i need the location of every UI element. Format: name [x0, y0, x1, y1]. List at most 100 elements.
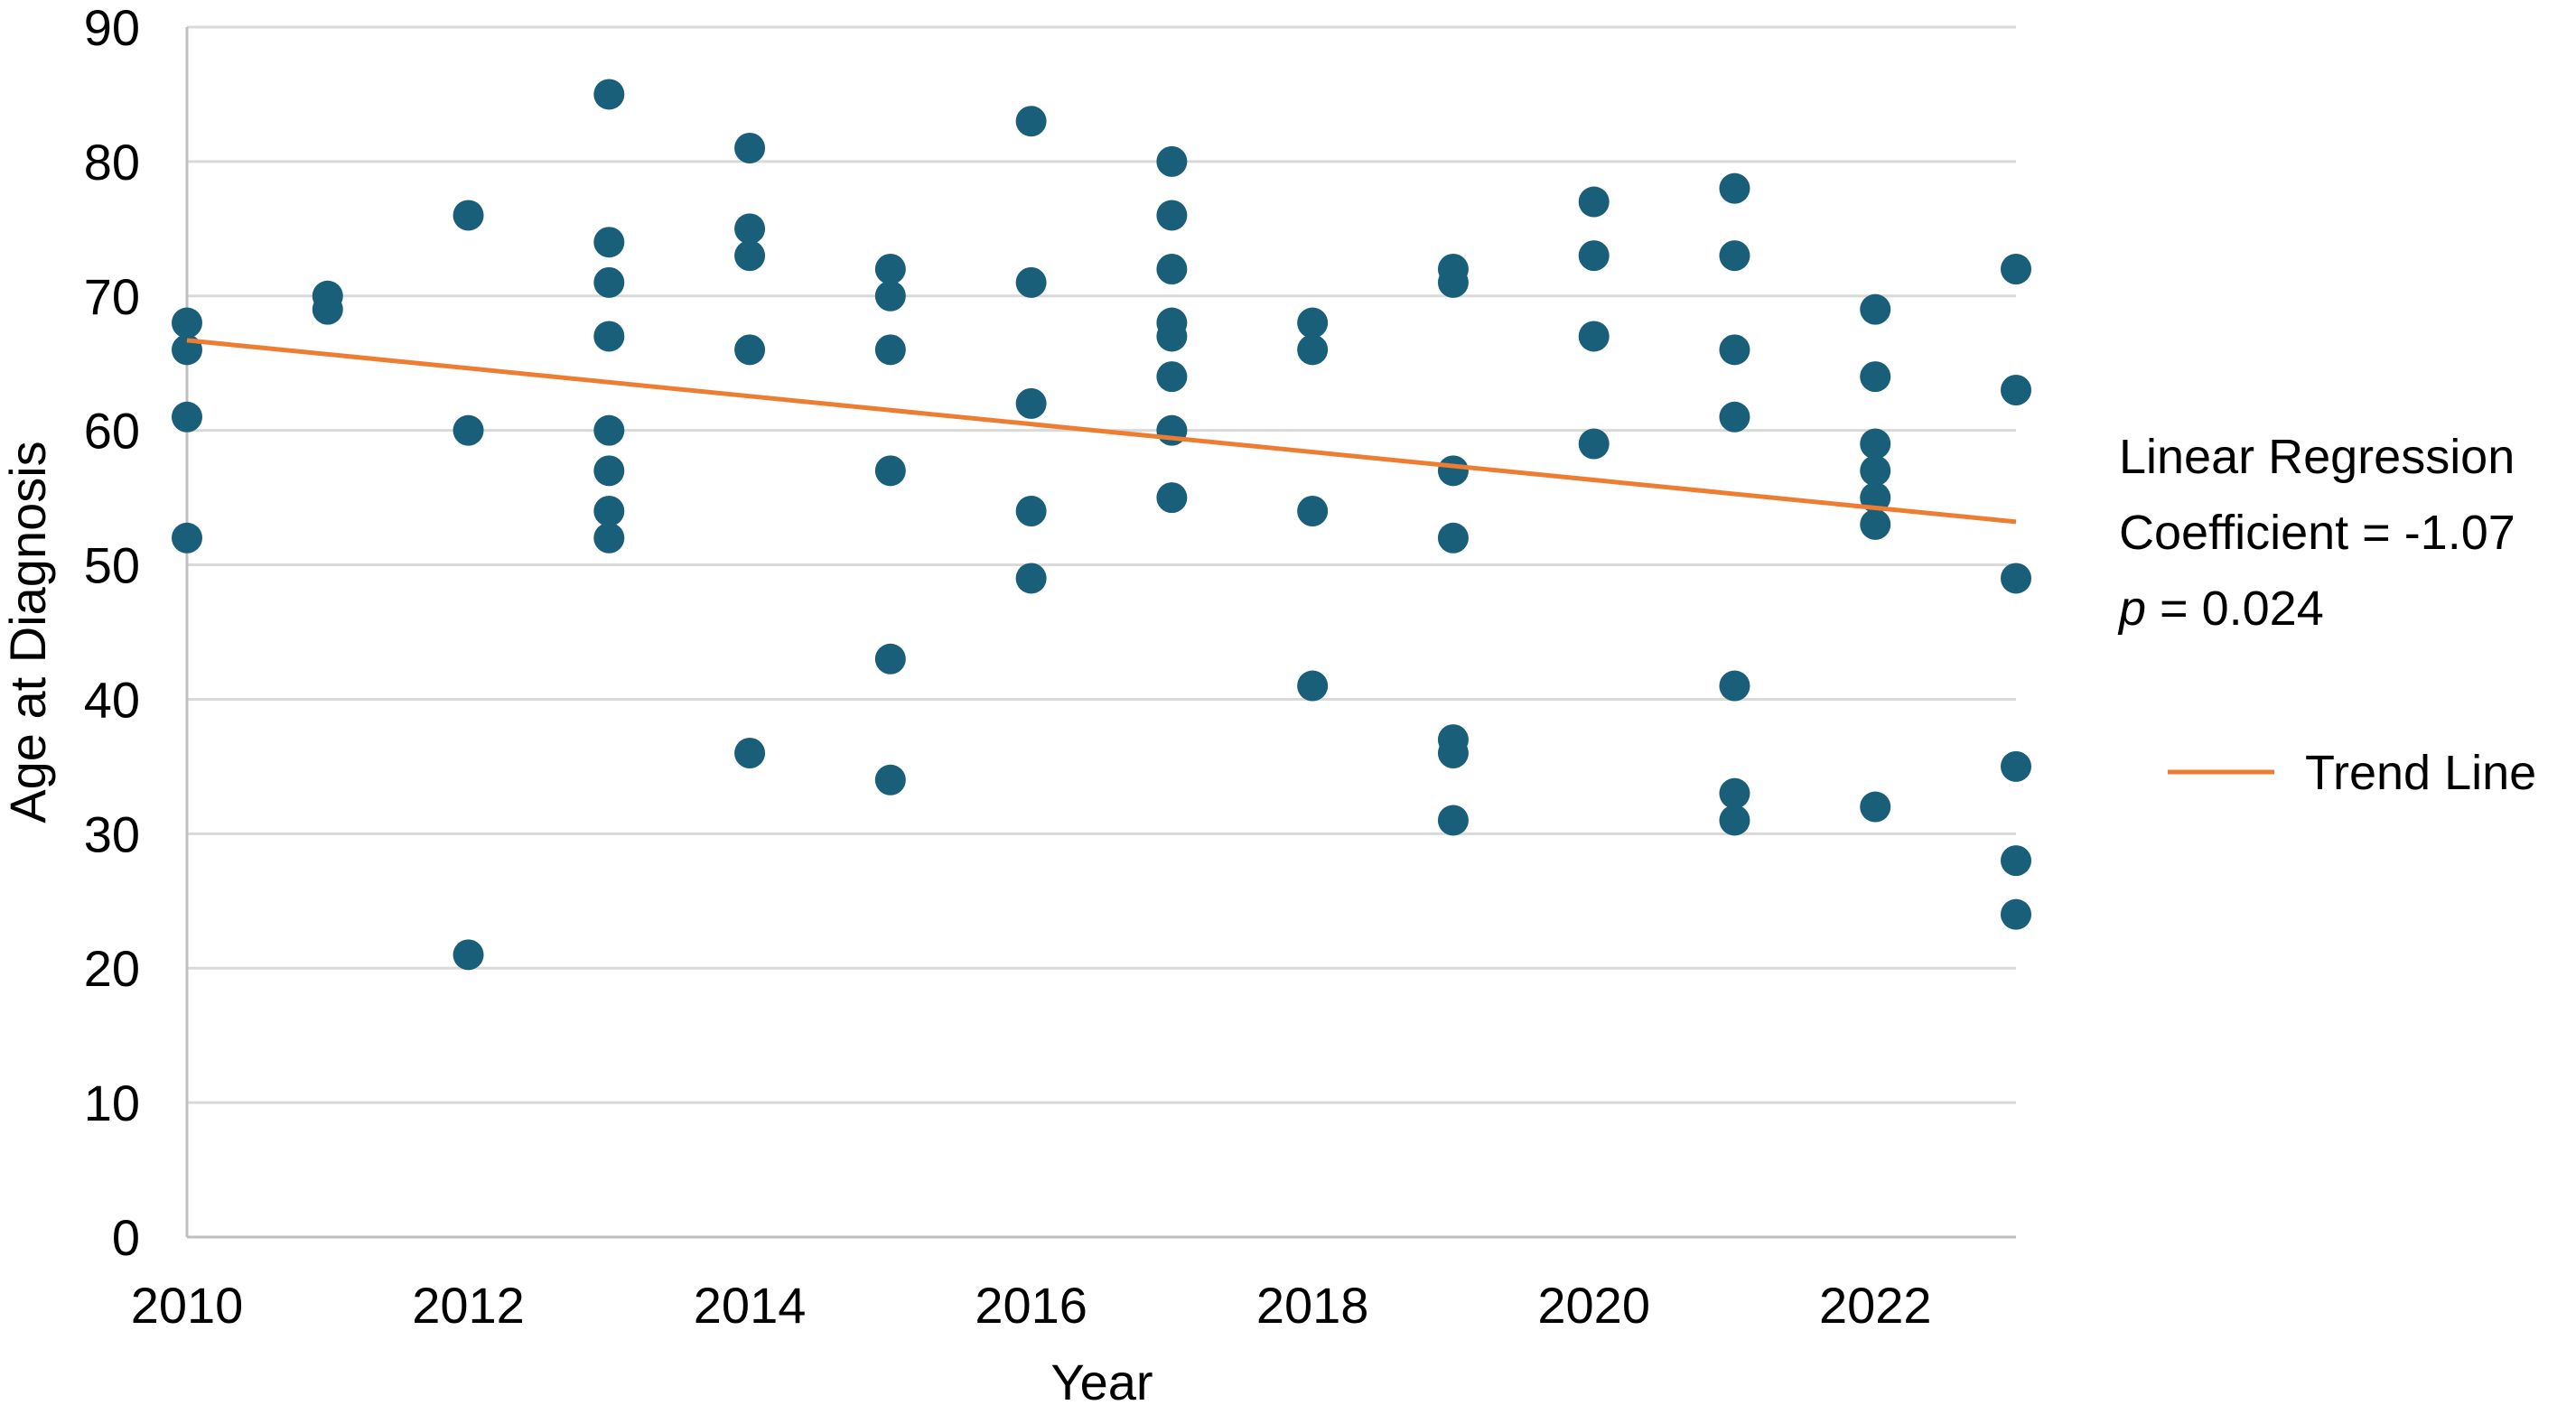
data-point: [1860, 791, 1891, 823]
y-tick-label: 60: [84, 403, 140, 460]
data-point: [593, 321, 625, 352]
data-point: [172, 307, 202, 339]
data-point: [593, 414, 625, 446]
regression-annotation: Linear Regression Coefficient = -1.07 p …: [2117, 430, 2515, 636]
data-point: [1578, 321, 1610, 352]
data-point: [1297, 670, 1329, 702]
data-point: [734, 240, 766, 272]
data-point: [1015, 387, 1047, 419]
data-point: [453, 414, 484, 446]
data-point: [593, 455, 625, 487]
annotation-line-2: Coefficient = -1.07: [2119, 506, 2515, 560]
data-point: [593, 266, 625, 298]
data-point: [734, 133, 766, 163]
data-point: [1015, 496, 1047, 526]
data-point: [172, 401, 202, 433]
data-point: [874, 334, 906, 366]
data-point: [1297, 307, 1329, 339]
data-point: [1156, 200, 1188, 231]
data-point: [1156, 321, 1188, 352]
x-tick-label: 2022: [1819, 1277, 1932, 1334]
data-point: [593, 522, 625, 554]
y-tick-label: 10: [84, 1075, 140, 1131]
data-point: [874, 643, 906, 675]
y-axis-title: Age at Diagnosis: [0, 441, 56, 823]
x-tick-label: 2014: [694, 1277, 807, 1334]
data-point: [1156, 482, 1188, 514]
data-point: [2001, 563, 2031, 594]
legend-trend-label: Trend Line: [2305, 746, 2536, 800]
data-point: [874, 254, 906, 284]
data-point: [874, 280, 906, 312]
data-point: [1719, 334, 1750, 366]
data-point: [1156, 254, 1188, 284]
x-tick-labels: 2010 2012 2014 2016 2018 2020 2022: [131, 1277, 1932, 1334]
x-axis-title: Year: [1050, 1354, 1153, 1405]
p-symbol: p: [2117, 582, 2146, 636]
data-point: [1437, 455, 1469, 487]
y-tick-labels: 0 10 20 30 40 50 60 70 80 90: [84, 0, 140, 1266]
x-tick-label: 2020: [1537, 1277, 1650, 1334]
annotation-line-3: p = 0.024: [2117, 582, 2324, 636]
data-point: [734, 213, 766, 245]
data-point: [1719, 777, 1750, 809]
y-tick-label: 40: [84, 671, 140, 728]
p-value: = 0.024: [2146, 582, 2324, 636]
data-point: [2001, 254, 2031, 284]
data-point: [453, 939, 484, 971]
data-point: [593, 227, 625, 258]
data-point: [593, 79, 625, 110]
data-point: [2001, 750, 2031, 782]
data-point: [1578, 240, 1610, 272]
y-tick-label: 30: [84, 805, 140, 862]
data-point: [312, 293, 343, 325]
data-point: [172, 334, 202, 366]
data-point: [1156, 145, 1188, 177]
data-point: [1437, 266, 1469, 298]
y-tick-label: 20: [84, 940, 140, 997]
data-point: [1719, 805, 1750, 836]
data-point: [1437, 805, 1469, 836]
data-point: [1860, 293, 1891, 325]
data-point: [2001, 375, 2031, 405]
data-point: [1015, 106, 1047, 137]
data-point: [172, 522, 202, 554]
data-point: [1719, 401, 1750, 433]
data-point: [1719, 240, 1750, 272]
data-point: [1860, 508, 1891, 540]
y-tick-label: 70: [84, 268, 140, 325]
data-point: [1719, 172, 1750, 204]
x-tick-label: 2010: [131, 1277, 244, 1334]
legend: Trend Line: [2168, 746, 2536, 800]
y-tick-label: 90: [84, 0, 140, 56]
data-point: [1860, 455, 1891, 487]
data-point: [1437, 738, 1469, 768]
data-point: [1860, 428, 1891, 460]
data-point: [1437, 522, 1469, 554]
data-points: [172, 79, 2031, 971]
data-point: [2001, 845, 2031, 877]
x-tick-label: 2012: [412, 1277, 525, 1334]
data-point: [1015, 563, 1047, 594]
data-point: [453, 200, 484, 231]
x-tick-label: 2018: [1256, 1277, 1369, 1334]
data-point: [1297, 334, 1329, 366]
data-point: [734, 738, 766, 768]
data-point: [874, 764, 906, 796]
data-point: [874, 455, 906, 487]
data-point: [1015, 266, 1047, 298]
data-point: [734, 334, 766, 366]
data-point: [1719, 670, 1750, 702]
y-tick-label: 50: [84, 537, 140, 594]
data-point: [1578, 186, 1610, 218]
y-tick-label: 80: [84, 134, 140, 191]
data-point: [1578, 428, 1610, 460]
trend-line: [186, 338, 2017, 525]
data-point: [593, 496, 625, 526]
data-point: [1297, 496, 1329, 526]
annotation-line-1: Linear Regression: [2119, 430, 2515, 484]
x-tick-label: 2016: [975, 1277, 1087, 1334]
y-tick-label: 0: [112, 1209, 140, 1266]
data-point: [2001, 898, 2031, 930]
